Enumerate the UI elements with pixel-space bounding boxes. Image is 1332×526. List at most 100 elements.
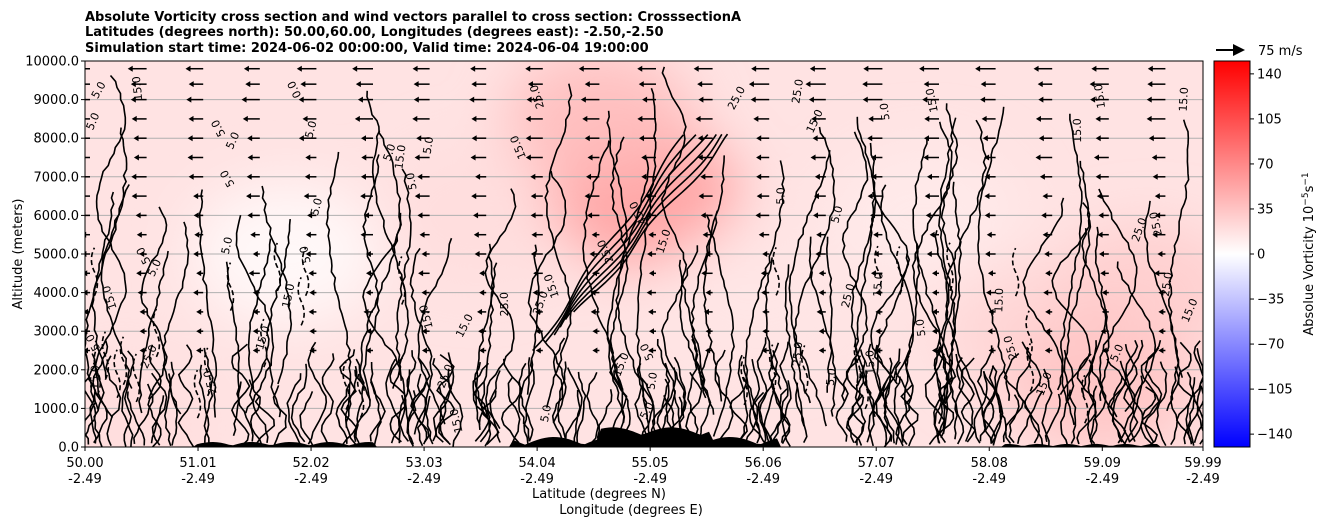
wind-vector-head	[693, 65, 699, 72]
contour-line	[1167, 119, 1190, 378]
wind-vector-head	[247, 212, 253, 219]
contour-line	[1143, 200, 1180, 412]
wind-vector-head	[1038, 135, 1044, 142]
wind-vector-head	[196, 270, 202, 277]
wind-vector-head	[1042, 231, 1048, 238]
contour-label: 5.0	[824, 367, 839, 386]
wind-vector-head	[868, 115, 874, 122]
wind-vector-head	[702, 231, 708, 238]
contour-line	[478, 243, 495, 430]
contour-line	[1123, 339, 1139, 443]
wind-vector-head	[1157, 251, 1163, 257]
wind-vector-head	[985, 251, 991, 257]
contour-line	[851, 394, 865, 444]
contour-label: 25.0	[498, 292, 511, 317]
wind-vector-head	[412, 115, 418, 122]
wind-vector-head	[133, 154, 139, 161]
wind-vector-head	[252, 251, 258, 257]
contour-line	[834, 375, 849, 442]
contour-line-negative	[152, 308, 161, 358]
contour-line	[825, 236, 833, 393]
contour-line	[737, 354, 749, 446]
wind-vector-head	[416, 135, 422, 142]
wind-vector-head	[530, 251, 536, 257]
wind-vector-head	[133, 135, 139, 142]
wind-vector-head	[697, 135, 703, 142]
contour-line	[678, 245, 704, 390]
contour-line	[714, 349, 734, 447]
plot-area: 5.0 15.05.05.05.015.05.025.015.0 25.015.05…	[85, 61, 1203, 447]
wind-vector-head	[247, 135, 253, 142]
wind-vector-head	[986, 231, 992, 238]
contour-line	[100, 184, 133, 389]
contour-line	[92, 340, 109, 444]
contour-line	[500, 358, 523, 444]
contour-line	[235, 215, 275, 414]
wind-vector-head	[473, 231, 479, 238]
contour-line	[582, 140, 625, 435]
contour-line	[398, 369, 411, 442]
wind-vector-head	[755, 212, 761, 219]
wind-vector-head	[988, 347, 994, 354]
wind-vector-head	[1044, 251, 1050, 257]
y-tick-label: 0.0	[58, 441, 79, 456]
contour-line	[1098, 188, 1138, 418]
contour-label: 15.0	[1177, 87, 1191, 112]
wind-vector-head	[1101, 347, 1107, 354]
wind-vector-head	[761, 347, 767, 354]
contour-line	[425, 395, 434, 445]
y-tick-label: 5000.0	[34, 248, 80, 263]
wind-vector-head	[187, 154, 193, 161]
contour-line	[177, 344, 195, 447]
wind-vector-head	[924, 115, 930, 122]
contour-label: 5.0	[381, 142, 399, 163]
contour-line	[1192, 340, 1203, 444]
wind-vector-head	[1101, 308, 1107, 315]
wind-vector-head	[695, 115, 701, 122]
wind-vector-head	[419, 231, 425, 238]
contour-line	[867, 343, 882, 447]
wind-vector-head	[354, 115, 360, 122]
x-tick-label-lat: 50.00	[66, 456, 103, 471]
wind-vector-head	[193, 193, 199, 200]
wind-vector-head	[637, 115, 643, 122]
contour-line	[1185, 377, 1196, 444]
wind-vector-head	[982, 135, 988, 142]
colorbar-tick-label: 35	[1257, 202, 1274, 217]
contour-line	[518, 357, 531, 442]
contour-line	[163, 361, 175, 447]
wind-vector-head	[1095, 173, 1101, 180]
contour-line	[1122, 343, 1139, 447]
contour-line	[369, 381, 386, 442]
contour-label: 25.0	[790, 341, 805, 367]
contour-line-negative	[356, 369, 365, 418]
wind-vector-head	[85, 289, 88, 296]
contour-line-negative	[119, 336, 128, 386]
contour-label: 25.0	[1159, 271, 1176, 297]
wind-vector-head	[818, 289, 824, 296]
x-tick-label-lon: -2.49	[1186, 472, 1220, 487]
contour-line-negative	[226, 262, 235, 312]
wind-vector-head	[700, 212, 706, 219]
wind-vector-head	[761, 289, 767, 296]
wind-vector-head	[188, 115, 194, 122]
wind-vector-head	[1158, 289, 1164, 296]
contour-line	[523, 359, 535, 444]
wind-vector-head	[250, 231, 256, 238]
contour-line	[883, 371, 897, 444]
wind-vector-head	[701, 270, 707, 277]
wind-vector-head	[85, 347, 88, 354]
wind-vector-head	[296, 65, 302, 72]
contour-line	[596, 389, 613, 444]
contour-line	[977, 106, 1011, 401]
wind-vector-head	[1096, 193, 1102, 200]
wind-vector-head	[592, 328, 598, 335]
x-tick-label-lat: 58.08	[971, 456, 1008, 471]
contour-label: 15.0	[417, 303, 436, 330]
wind-vector-head	[591, 270, 597, 277]
colorbar: 140 105 70 35 0 −35 −70 −105 −140 Absolue Vortic…	[1213, 60, 1317, 448]
wind-vector-head	[421, 347, 427, 354]
wind-vector-head	[981, 115, 987, 122]
x-tick-label-lat: 51.01	[179, 456, 216, 471]
contour-label: 5.0	[538, 404, 554, 424]
